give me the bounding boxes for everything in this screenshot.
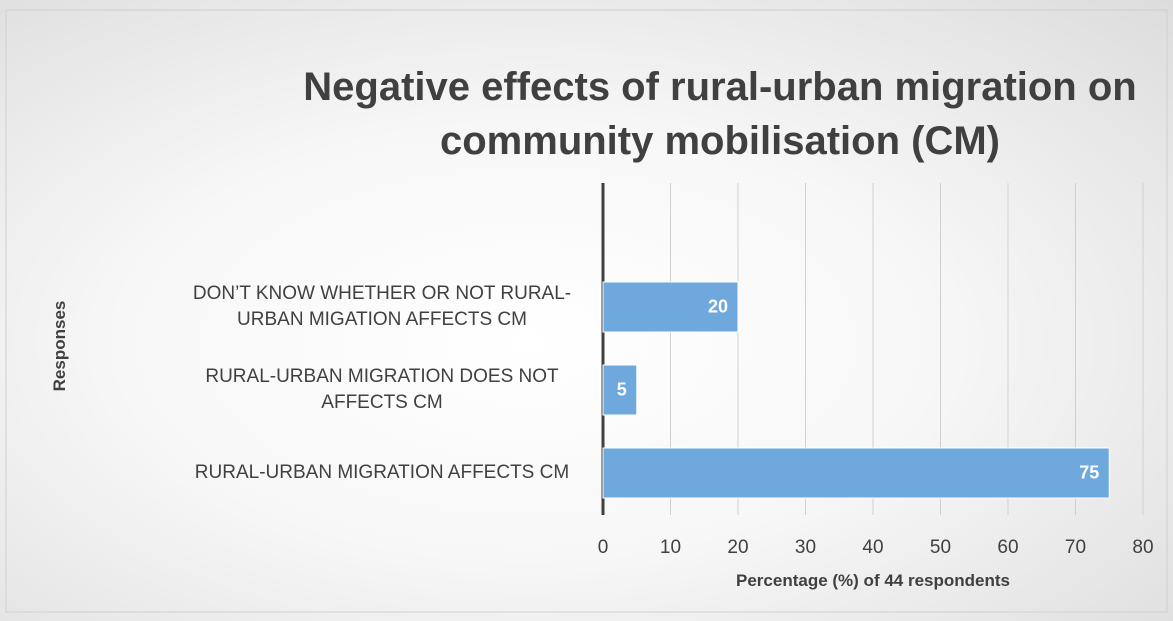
y-tick-label: DON’T KNOW WHETHER OR NOT RURAL-URBAN MI…	[192, 283, 572, 330]
x-tick-label: 40	[862, 537, 884, 558]
y-tick-label: RURAL-URBAN MIGRATION DOES NOT AFFECTS C…	[205, 366, 559, 413]
x-tick-label: 70	[1064, 537, 1087, 558]
value-label: 75	[1079, 462, 1100, 483]
x-tick-label: 20	[727, 537, 749, 558]
x-tick-label: 10	[659, 537, 682, 558]
x-tick-label: 30	[794, 537, 817, 558]
x-tick-label: 50	[929, 537, 952, 558]
y-axis-title: Responses	[50, 300, 69, 392]
chart-title: Negative effects of rural-urban migratio…	[303, 65, 1137, 163]
bar	[602, 447, 1110, 499]
bar	[602, 281, 739, 333]
value-label: 20	[707, 296, 728, 317]
value-label: 5	[616, 379, 627, 400]
x-axis-title: Percentage (%) of 44 respondents	[736, 571, 1010, 590]
x-tick-label: 80	[1132, 537, 1154, 558]
x-tick-label: 60	[997, 537, 1019, 558]
x-tick-label: 0	[597, 537, 609, 558]
chart-border	[5, 9, 1168, 613]
bar	[602, 364, 638, 416]
y-tick-label: RURAL-URBAN MIGRATION AFFECTS CM	[194, 462, 570, 483]
